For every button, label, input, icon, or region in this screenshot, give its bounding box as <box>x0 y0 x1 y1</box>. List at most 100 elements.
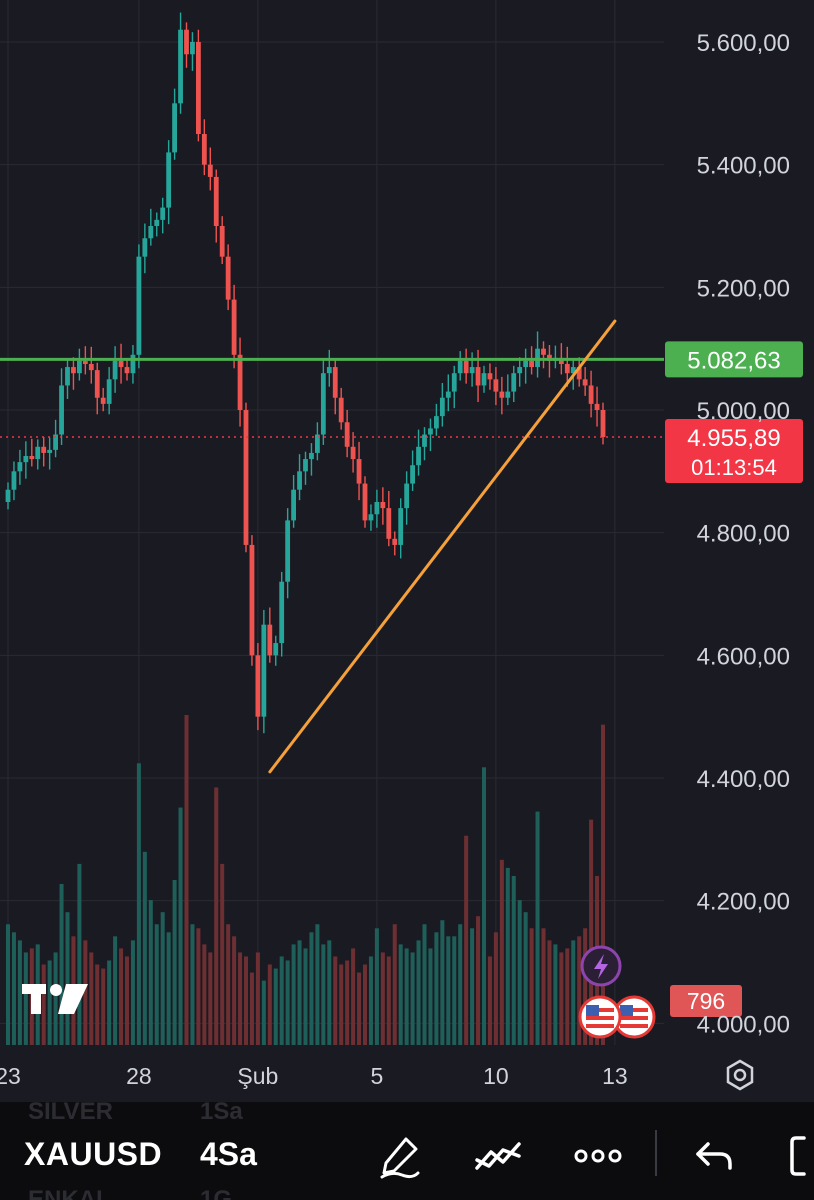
candle-body <box>368 514 374 521</box>
ghost-interval-top: 1Sa <box>200 1102 243 1125</box>
candle-body <box>493 379 499 392</box>
volume-bar <box>255 952 260 1045</box>
volume-bar <box>541 928 546 1045</box>
more-button[interactable] <box>568 1130 628 1182</box>
volume-bar <box>315 924 320 1045</box>
interval-selector[interactable]: 4Sa <box>200 1136 257 1172</box>
undo-button[interactable] <box>684 1130 744 1182</box>
volume-bar <box>202 944 207 1045</box>
candle-body <box>267 624 273 656</box>
candle-body <box>570 367 576 374</box>
candle-body <box>118 360 124 368</box>
candle-body <box>505 391 511 398</box>
volume-bar <box>398 944 403 1045</box>
volume-bar <box>136 763 141 1045</box>
volume-bar <box>125 956 129 1045</box>
candle-body <box>386 508 392 539</box>
time-tick-label: 28 <box>126 1063 152 1089</box>
volume-bar <box>142 851 147 1045</box>
volume-bar <box>345 960 350 1045</box>
candle-body <box>303 459 308 472</box>
price-chart[interactable]: 5.082,63 4.955,89 01:13:54 796 5.600,00 5.40… <box>0 0 814 1100</box>
fullscreen-icon <box>790 1136 806 1176</box>
volume-bar <box>368 956 373 1045</box>
candle-body <box>124 367 130 374</box>
volume-bar <box>363 964 367 1045</box>
volume-bar <box>511 875 516 1045</box>
fullscreen-button[interactable] <box>778 1130 814 1182</box>
candle-body <box>243 410 249 545</box>
volume-bar <box>505 867 510 1045</box>
candle-body <box>65 367 70 386</box>
time-axis[interactable]: 23 28 Şub 5 10 13 <box>0 1063 628 1089</box>
price-tick-label: 4.000,00 <box>697 1011 790 1038</box>
ghost-symbol-bottom: ENKAI <box>28 1186 103 1200</box>
volume-bar <box>130 940 135 1045</box>
volume-bar <box>583 928 588 1045</box>
candle-body <box>428 428 433 435</box>
candle-body <box>23 456 29 463</box>
volume-bar <box>553 944 558 1045</box>
candle-body <box>100 397 106 404</box>
volume-bar <box>374 928 379 1045</box>
candle-body <box>53 434 58 450</box>
support-trendline <box>268 319 617 774</box>
price-tick-label: 4.400,00 <box>697 766 790 793</box>
volume-bar <box>297 940 302 1045</box>
candle-body <box>576 367 582 380</box>
candle-body <box>356 459 362 484</box>
settings-icon[interactable] <box>726 1059 754 1091</box>
price-axis[interactable]: 5.600,00 5.400,00 5.200,00 5.000,00 4.800,00… <box>697 30 790 1038</box>
candle-body <box>136 256 142 355</box>
candle-body <box>320 373 326 435</box>
candle-body <box>285 520 291 582</box>
candle-body <box>184 29 189 55</box>
candle-body <box>255 655 261 717</box>
toolbar-divider <box>655 1130 657 1176</box>
volume-bar <box>11 932 16 1045</box>
candle-body <box>59 385 64 435</box>
candle-body <box>529 360 534 368</box>
chart-overlays: 5.082,63 4.955,89 01:13:54 796 <box>0 319 803 1017</box>
drawing-tool-button[interactable] <box>370 1130 430 1182</box>
volume-bar <box>238 952 243 1045</box>
candle-body <box>309 452 314 460</box>
volume-bar <box>214 787 219 1045</box>
candle-body <box>374 502 380 515</box>
price-tick-label: 4.200,00 <box>697 889 790 916</box>
candle-body <box>445 391 451 398</box>
candle-body <box>594 403 600 410</box>
volume-bar <box>23 952 28 1045</box>
volume-bar <box>101 968 106 1045</box>
indicators-button[interactable] <box>468 1130 528 1182</box>
volume-bar <box>41 964 46 1045</box>
candle-body <box>249 544 255 656</box>
candle-body <box>148 226 154 239</box>
volume-bar <box>529 928 534 1045</box>
volume-bar <box>482 767 486 1045</box>
volume-bar <box>464 835 469 1045</box>
volume-bar <box>404 948 409 1045</box>
volume-bar <box>261 980 266 1045</box>
symbol-selector[interactable]: XAUUSD <box>24 1136 163 1172</box>
candle-body <box>29 456 35 460</box>
candle-body <box>178 29 183 104</box>
candle-body <box>439 397 445 417</box>
volume-bar <box>416 940 421 1045</box>
candle-body <box>160 207 166 220</box>
volume-bar <box>309 932 314 1045</box>
volume-bar <box>327 940 332 1045</box>
volume-bar <box>476 916 481 1045</box>
candle-body <box>511 373 517 392</box>
lightning-icon[interactable] <box>580 945 622 987</box>
candle-body <box>297 471 302 490</box>
candle-body <box>422 434 427 447</box>
candle-body <box>225 256 231 300</box>
volume-bar <box>339 964 344 1045</box>
volume-bar <box>559 952 564 1045</box>
candle-body <box>600 410 606 438</box>
us-flag-icon[interactable] <box>578 995 622 1039</box>
candle-body <box>207 164 213 177</box>
volume-bar <box>166 932 171 1045</box>
volume-bar <box>184 715 189 1045</box>
